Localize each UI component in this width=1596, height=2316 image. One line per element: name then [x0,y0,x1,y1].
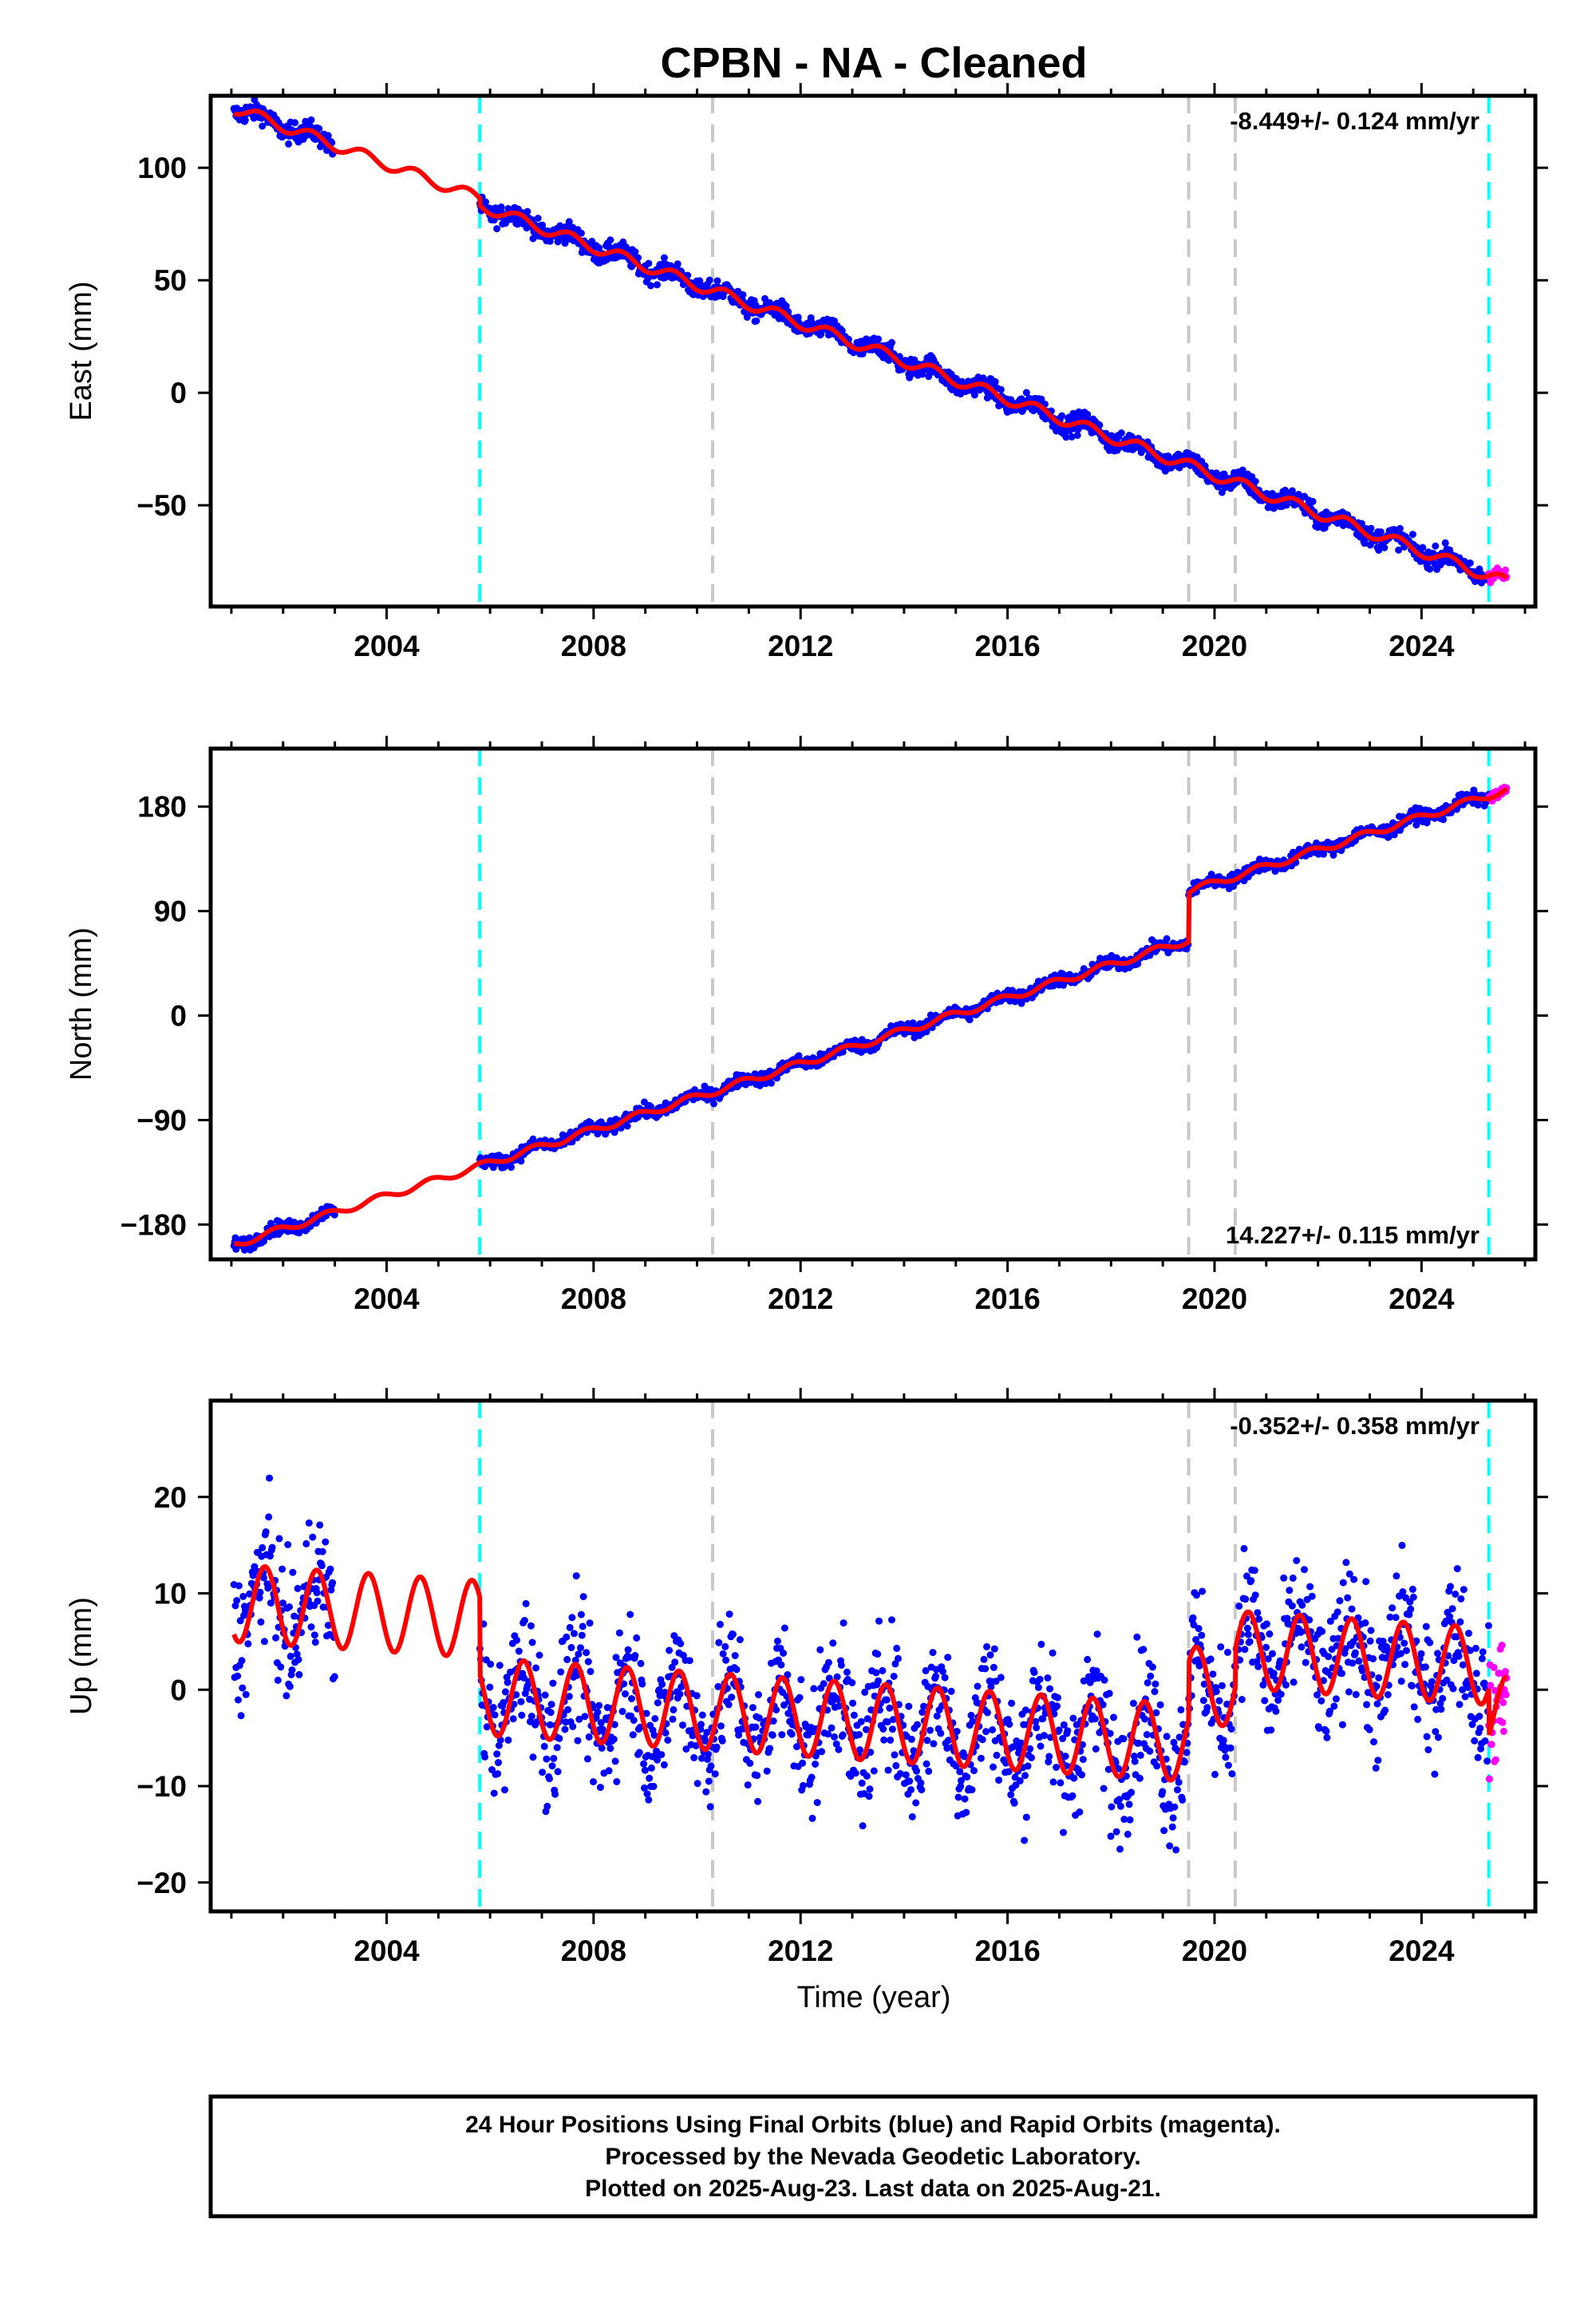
note-line-1: 24 Hour Positions Using Final Orbits (bl… [465,2112,1281,2138]
up-frame [208,1398,1538,1914]
y-tick-label: −10 [136,1770,187,1803]
processing-note: 24 Hour Positions Using Final Orbits (bl… [208,2094,1538,2219]
up-panel: 2004 2008 2012 2016 2020 2024 −20 −10 0 10 20 Up (m… [65,1388,1548,1967]
east-model-curve [232,109,1508,580]
up-final-orbit-points [230,1474,1492,1854]
x-tick-label: 2004 [354,1282,420,1315]
y-tick-label: 0 [170,1674,187,1706]
x-tick-label: 2008 [561,1282,626,1315]
y-tick-label: 180 [137,791,187,824]
x-tick-label: 2024 [1389,1935,1455,1967]
up-plot-area [230,1401,1511,1911]
x-tick-label: 2004 [354,1935,420,1967]
y-tick-label: −90 [136,1104,187,1136]
y-tick-label: 0 [170,377,187,409]
north-model-curve [234,786,1509,1247]
north-plot-area [230,749,1511,1259]
east-plot-area [230,96,1511,607]
y-tick-label: 100 [137,152,187,184]
x-tick-label: 2012 [768,630,833,662]
north-y-axis-label: North (mm) [65,927,98,1081]
y-tick-label: −50 [136,489,187,522]
x-tick-label: 2016 [974,1935,1040,1967]
y-tick-label: 0 [170,1000,187,1033]
x-axis-label: Time (year) [797,1981,951,2014]
x-tick-label: 2016 [974,1282,1040,1315]
east-rate-label: -8.449+/- 0.124 mm/yr [1230,107,1479,135]
north-frame [208,746,1538,1262]
up-rate-label: -0.352+/- 0.358 mm/yr [1230,1412,1479,1440]
east-panel: 2004 2008 2012 2016 2020 2024 −50 0 50 100 East (m… [65,83,1548,662]
x-tick-label: 2008 [561,1935,626,1967]
y-tick-label: 50 [154,264,187,297]
note-box [208,2094,1538,2219]
east-y-axis-label: East (mm) [65,281,98,421]
x-tick-label: 2016 [974,630,1040,662]
up-y-axis-label: Up (mm) [65,1597,98,1715]
y-tick-label: −20 [136,1867,187,1899]
east-frame [208,93,1538,609]
x-tick-label: 2020 [1182,1282,1247,1315]
x-tick-label: 2012 [768,1935,833,1967]
x-tick-label: 2024 [1389,1282,1455,1315]
y-tick-label: −180 [120,1208,187,1241]
x-tick-label: 2020 [1182,1935,1247,1967]
note-line-2: Processed by the Nevada Geodetic Laborat… [605,2144,1140,2170]
x-tick-label: 2020 [1182,630,1247,662]
y-tick-label: 20 [154,1481,187,1514]
north-rate-label: 14.227+/- 0.115 mm/yr [1226,1221,1479,1249]
note-line-3: Plotted on 2025-Aug-23. Last data on 202… [585,2176,1161,2202]
x-tick-label: 2012 [768,1282,833,1315]
x-tick-label: 2024 [1389,630,1455,662]
north-panel: 2004 2008 2012 2016 2020 2024 −180 −90 0 90 180 Nor… [65,736,1548,1315]
y-tick-label: 90 [154,895,187,928]
x-tick-label: 2004 [354,630,420,662]
x-tick-label: 2008 [561,630,626,662]
y-tick-label: 10 [154,1578,187,1611]
chart-title: CPBN - NA - Cleaned [660,39,1087,87]
up-model-curve [231,1563,1507,1783]
